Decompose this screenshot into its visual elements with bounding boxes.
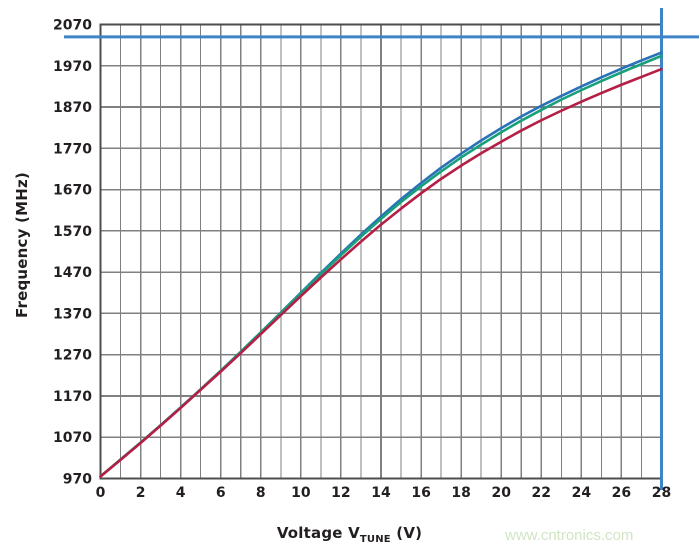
data-series-group — [99, 51, 663, 478]
x-axis-title-subscript: TUNE — [359, 534, 391, 545]
y-tick-label: 970 — [63, 472, 92, 488]
y-tick-label: 1170 — [53, 389, 92, 405]
x-tick-label: 16 — [411, 485, 430, 501]
x-tick-label: 6 — [216, 485, 226, 501]
y-tick-label: 1870 — [53, 100, 92, 116]
curve-red — [99, 67, 663, 478]
x-tick-label: 12 — [331, 485, 350, 501]
y-axis-title: Frequency (MHz) — [13, 172, 31, 318]
y-tick-label: 1770 — [53, 141, 92, 157]
y-tick-label: 1570 — [53, 224, 92, 240]
x-axis-tick-labels: 0 2 4 6 8 10 12 14 16 18 20 22 24 26 28 — [96, 485, 672, 501]
x-tick-label: 4 — [176, 485, 186, 501]
x-tick-label: 14 — [371, 485, 391, 501]
x-tick-label: 24 — [572, 485, 592, 501]
watermark-text: www.cntronics.com — [505, 527, 634, 544]
y-tick-label: 1670 — [53, 183, 92, 199]
y-tick-label: 1970 — [53, 59, 92, 75]
y-tick-label: 1470 — [53, 265, 92, 281]
x-tick-label: 8 — [256, 485, 266, 501]
x-axis-title: Voltage VTUNE (V) — [0, 524, 699, 545]
marker-lines — [64, 8, 699, 490]
x-tick-label: 26 — [612, 485, 631, 501]
x-tick-label: 28 — [652, 485, 671, 501]
y-axis-tick-labels: 970 1070 1170 1270 1370 1470 1570 1670 1770 1870 1… — [53, 18, 92, 488]
x-axis-title-unit: (V) — [390, 524, 423, 542]
x-axis-title-main: Voltage V — [276, 524, 360, 542]
x-tick-label: 10 — [291, 485, 311, 501]
x-tick-label: 2 — [136, 485, 146, 501]
x-tick-label: 20 — [491, 485, 511, 501]
x-tick-label: 0 — [96, 485, 106, 501]
y-tick-label: 1070 — [53, 430, 92, 446]
x-tick-label: 18 — [451, 485, 470, 501]
x-tick-label: 22 — [532, 485, 551, 501]
y-tick-label: 1370 — [53, 306, 92, 322]
y-tick-label: 1270 — [53, 348, 92, 364]
y-tick-label: 2070 — [53, 18, 92, 34]
